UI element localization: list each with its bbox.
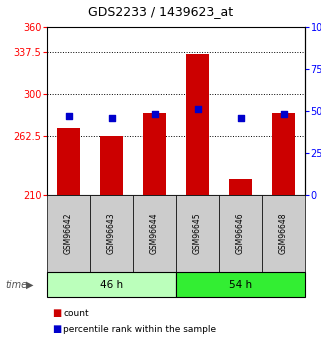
Bar xyxy=(57,128,80,195)
Bar xyxy=(143,113,166,195)
Bar xyxy=(100,136,123,195)
Text: percentile rank within the sample: percentile rank within the sample xyxy=(63,325,216,334)
Bar xyxy=(229,179,252,195)
Bar xyxy=(272,113,295,195)
Text: GSM96642: GSM96642 xyxy=(64,213,73,254)
Text: GSM96648: GSM96648 xyxy=(279,213,288,254)
Text: time: time xyxy=(5,279,27,289)
Text: GSM96644: GSM96644 xyxy=(150,213,159,254)
Bar xyxy=(186,54,209,195)
Point xyxy=(195,107,200,112)
Text: ■: ■ xyxy=(52,308,61,318)
Text: ▶: ▶ xyxy=(26,279,34,289)
Point xyxy=(152,111,157,117)
Text: GSM96643: GSM96643 xyxy=(107,213,116,254)
Text: GDS2233 / 1439623_at: GDS2233 / 1439623_at xyxy=(88,6,233,19)
Text: 46 h: 46 h xyxy=(100,279,123,289)
Text: GSM96645: GSM96645 xyxy=(193,213,202,254)
Text: 54 h: 54 h xyxy=(229,279,252,289)
Point xyxy=(66,113,71,119)
Point xyxy=(281,111,286,117)
Point xyxy=(109,115,114,120)
Text: count: count xyxy=(63,308,89,317)
Point xyxy=(238,115,243,120)
Text: GSM96646: GSM96646 xyxy=(236,213,245,254)
Text: ■: ■ xyxy=(52,324,61,334)
